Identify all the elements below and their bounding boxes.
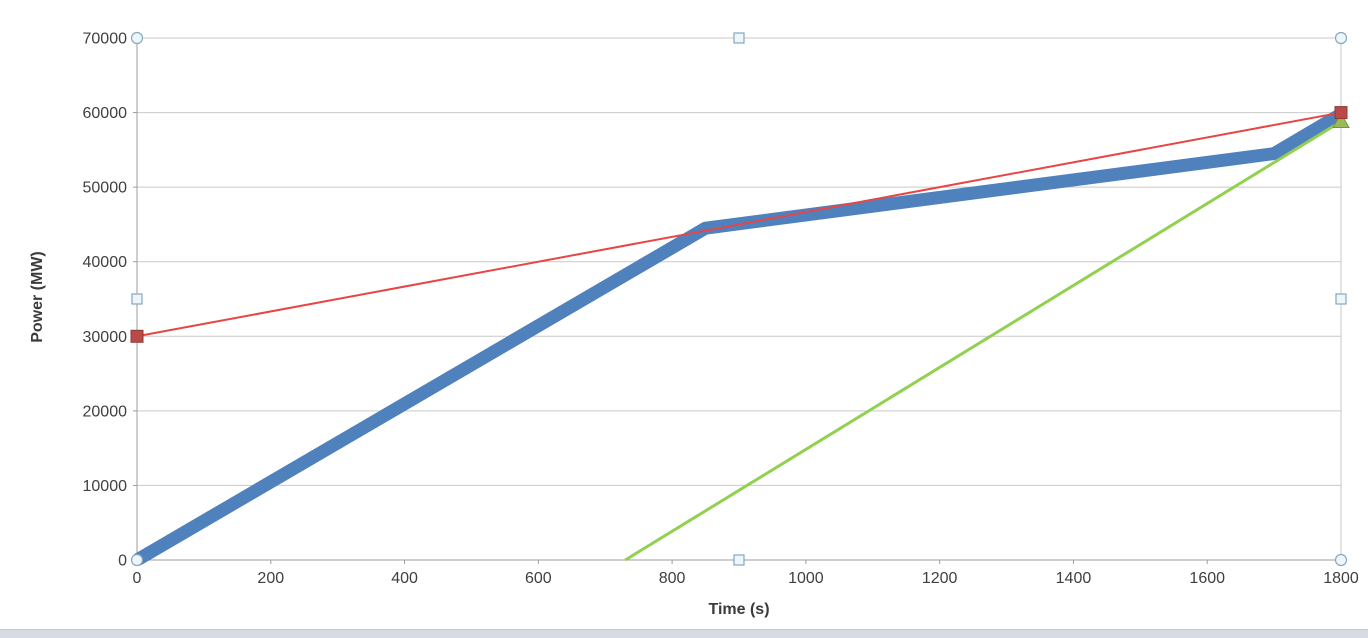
y-tick-label: 70000 [83,31,128,48]
marker-red-reference-line[interactable] [1334,106,1348,120]
y-tick-label: 30000 [83,329,128,346]
x-tick-label: 1600 [1189,570,1225,587]
selection-handle-edge[interactable] [733,32,745,44]
selection-handle-edge[interactable] [1335,293,1347,305]
x-tick-label: 1200 [922,570,958,587]
y-tick-label: 0 [118,553,127,570]
y-tick-label: 60000 [83,105,128,122]
x-tick-label: 1000 [788,570,824,587]
x-tick-label: 0 [133,570,142,587]
series-red-reference-line[interactable] [136,111,1342,338]
x-tick-label: 1400 [1056,570,1092,587]
y-tick-label: 50000 [83,180,128,197]
selection-handle-corner[interactable] [130,553,144,567]
selection-handle-corner[interactable] [1334,553,1348,567]
x-tick-label: 800 [659,570,686,587]
series-thick-blue-power-curve[interactable] [133,108,1345,566]
selection-handle-edge[interactable] [733,554,745,566]
y-tick-label: 10000 [83,478,128,495]
x-tick-label: 400 [391,570,418,587]
window-bottom-edge [0,629,1368,638]
y-tick-label: 40000 [83,254,128,271]
x-tick-label: 200 [257,570,284,587]
series-green-ramp-line[interactable] [624,120,1342,562]
y-tick-label: 20000 [83,403,128,420]
selection-handle-corner[interactable] [130,31,144,45]
marker-green-ramp-line[interactable] [1332,112,1350,129]
x-tick-label: 600 [525,570,552,587]
marker-red-reference-line[interactable] [130,329,144,343]
selection-handle-corner[interactable] [1334,31,1348,45]
selection-handle-edge[interactable] [131,293,143,305]
x-tick-label: 1800 [1323,570,1359,587]
